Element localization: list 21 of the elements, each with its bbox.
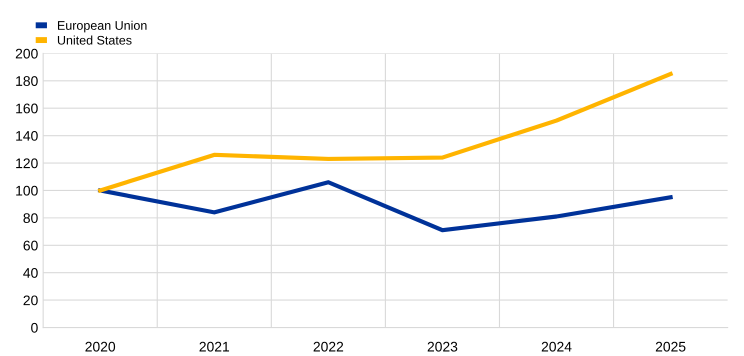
y-tick-label: 40 (23, 268, 38, 278)
x-tick-label: 2022 (314, 342, 344, 352)
line-series (98, 180, 673, 232)
line-series (98, 72, 673, 193)
y-tick-label: 20 (24, 295, 38, 306)
y-tick-label: 0 (31, 322, 38, 333)
y-tick-label: 120 (16, 158, 38, 168)
legend-label: European Union (58, 20, 146, 32)
y-tick-label: 180 (16, 76, 38, 86)
y-tick-label: 200 (16, 48, 38, 59)
x-tick-label: 2021 (200, 342, 230, 352)
x-tick-label: 2025 (656, 342, 686, 352)
x-tick-label: 2023 (428, 342, 458, 352)
y-tick-label: 60 (24, 240, 38, 250)
legend-label: United States (58, 36, 132, 45)
y-tick-label: 100 (16, 186, 38, 196)
y-tick-label: 140 (16, 130, 38, 141)
y-tick-label: 160 (16, 104, 38, 114)
y-tick-label: 80 (23, 213, 38, 224)
x-tick-label: 2020 (85, 342, 116, 352)
x-tick-label: 2024 (542, 342, 572, 352)
